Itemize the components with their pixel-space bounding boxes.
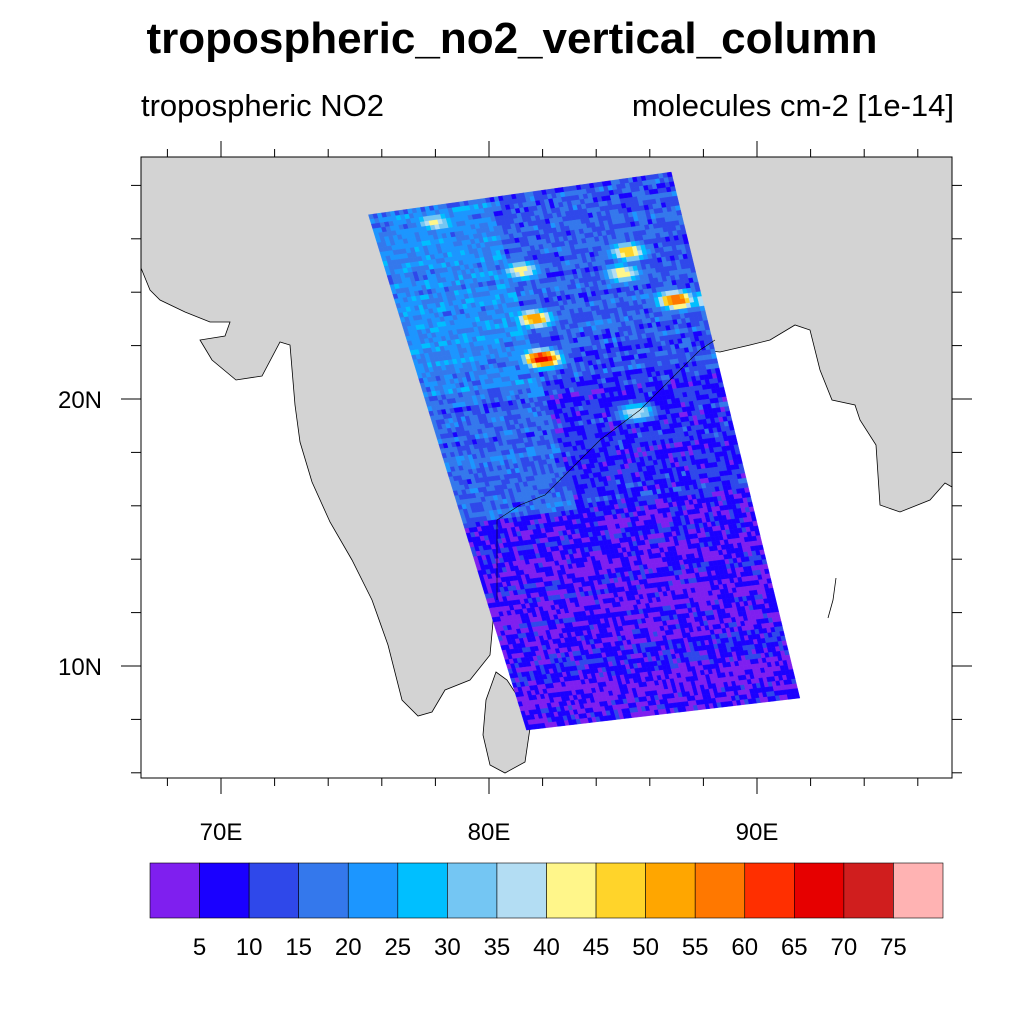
swath-cell [724,406,730,412]
swath-cell [667,176,674,183]
swath-cell [685,248,692,255]
swath-cell [700,310,707,317]
swath-cell [674,205,681,212]
subtitle-left: tropospheric NO2 [141,88,384,123]
swath-cell [694,286,701,293]
swath-cell [680,229,687,236]
swath-cell [714,367,721,374]
swath-cell [671,190,678,197]
plot-title: tropospheric_no2_vertical_column [146,14,878,63]
subtitle-right: molecules cm-2 [1e-14] [631,88,954,123]
swath-cell [683,238,690,245]
swath-cell [745,492,752,498]
swath-cell [732,439,739,446]
swath-cell [701,315,708,322]
swath-cell [734,449,741,455]
swath-cell [693,281,700,288]
swath-cell [744,487,750,494]
swath-cell [704,324,711,331]
land-sri-lanka [482,671,531,774]
swath-cell [726,415,733,422]
swath-cell [725,410,732,417]
swath-cell [673,200,680,207]
swath-cell [691,272,698,279]
swath-cell [690,267,697,274]
no2-swath [368,171,801,731]
swath-cell [740,473,747,479]
swath-cell [747,501,754,508]
swath-cell [703,320,709,326]
swath-cell [719,387,726,393]
swath-cell [695,291,702,298]
swath-cell [710,348,716,355]
swath-cell [687,257,694,264]
swath-cell [697,296,704,302]
swath-cell [746,496,753,503]
swath-cell [722,401,729,408]
swath-cell [706,334,713,341]
swath-cell [681,233,688,240]
swath-cell [684,243,691,250]
swath-cell [741,477,748,484]
swath-cell [717,377,723,384]
swath-cell [718,382,725,388]
swath-cell [731,434,737,441]
swath-cell [721,396,728,403]
swath-cell [748,506,755,513]
swath-cell [733,444,740,451]
swath-cell [699,305,706,312]
swath-cell [708,343,715,350]
swath-cell [730,430,736,436]
land-myanmar-coast [827,577,837,619]
swath-cell [739,468,746,475]
swath-cell [713,363,720,369]
swath-cell [735,453,742,460]
swath-cell [712,358,719,365]
swath-cell [676,210,683,216]
swath-cell [692,277,699,283]
swath-cell [720,391,727,398]
swath-cell [669,181,675,188]
swath-cell [678,219,685,226]
swath-cell [688,262,695,269]
swath-cell [672,195,679,202]
swath-cell [728,425,735,432]
swath-cell [698,300,705,307]
swath-cell [705,329,712,336]
swath-cell [711,353,718,360]
swath-cell [738,463,744,470]
swath-cell [686,253,693,259]
swath-cell [679,224,686,231]
swath-cell [742,482,749,489]
swath-cell [677,214,684,221]
swath-cell [666,171,673,178]
swath-cell [727,420,734,427]
swath-cell [670,186,677,193]
swath-cell [715,372,722,379]
swath-cell [737,458,743,465]
